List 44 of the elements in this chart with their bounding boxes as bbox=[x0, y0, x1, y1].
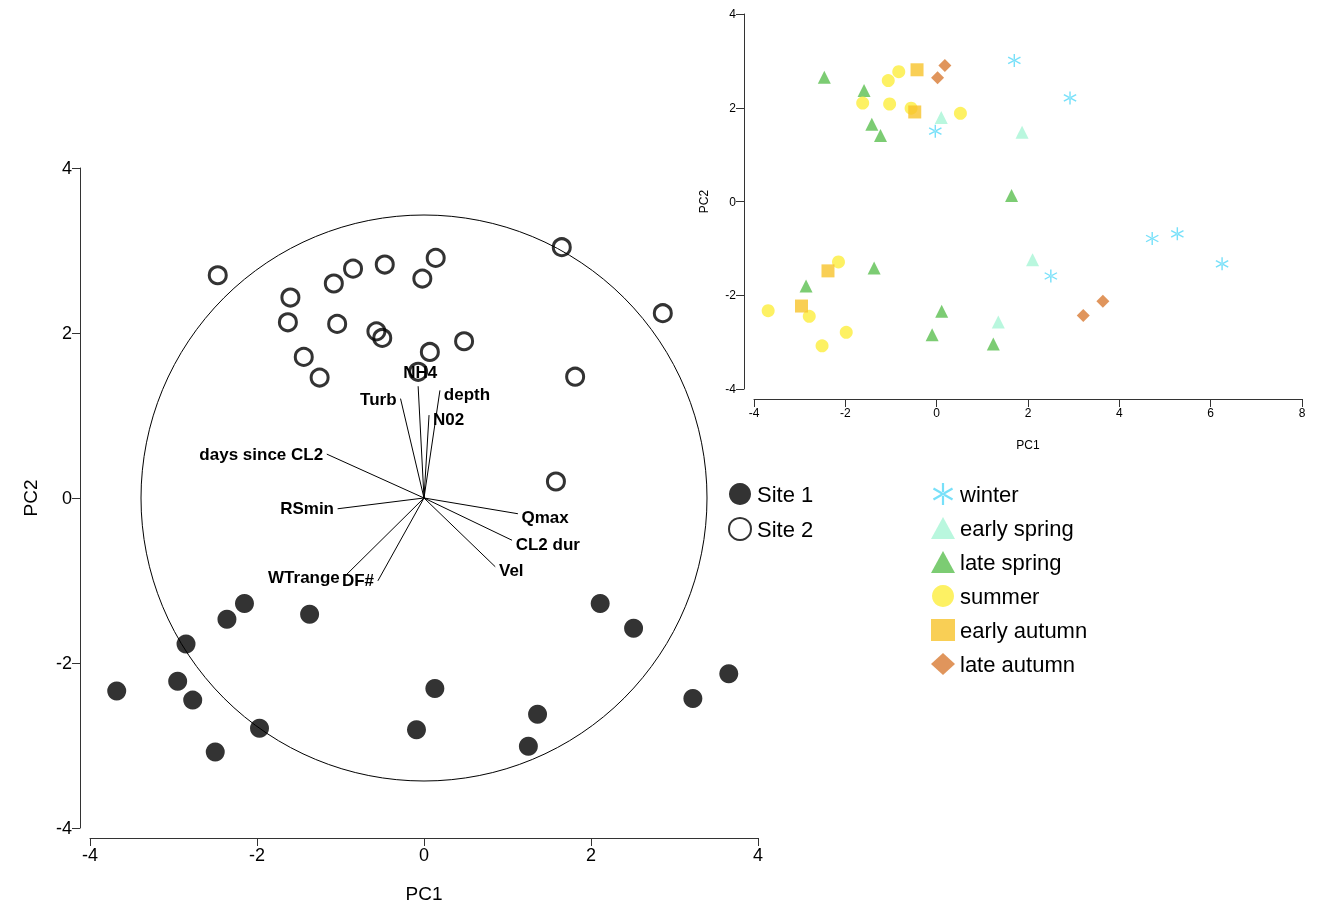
x-tick-label: 4 bbox=[752, 845, 764, 865]
series-label: WTrange bbox=[268, 567, 340, 587]
x-tick-label: -2 bbox=[840, 406, 851, 420]
x-axis-title: PC1 bbox=[405, 883, 443, 904]
series-label: DF# bbox=[341, 571, 375, 590]
y-tick-label: -2 bbox=[725, 288, 737, 303]
x-tick-label: 0 bbox=[933, 406, 941, 420]
legend-label: early autumn bbox=[960, 617, 1088, 643]
y-tick-label: 0 bbox=[729, 194, 737, 209]
y-tick-label: 4 bbox=[729, 7, 737, 21]
legend-label: early spring bbox=[960, 515, 1074, 541]
legend-label: late autumn bbox=[960, 651, 1075, 677]
y-tick-label: -2 bbox=[55, 653, 72, 673]
series-label: CL2 dur bbox=[515, 534, 581, 554]
legend-label: Site 1 bbox=[757, 481, 814, 507]
x-tick-label: 2 bbox=[585, 845, 597, 865]
y-tick-label: 2 bbox=[61, 323, 72, 343]
series-label: N02 bbox=[433, 410, 465, 429]
y-tick-label: -4 bbox=[55, 818, 72, 838]
x-tick-label: -2 bbox=[248, 845, 266, 865]
x-tick-label: 4 bbox=[1115, 406, 1123, 420]
legend-label: late spring bbox=[960, 549, 1062, 575]
legend-label: Site 2 bbox=[757, 516, 814, 542]
series-label: RSmin bbox=[280, 499, 334, 519]
y-tick-label: -4 bbox=[725, 382, 737, 396]
x-axis-title: PC1 bbox=[1016, 438, 1040, 452]
legend-label: winter bbox=[959, 481, 1019, 507]
series-label: days since CL2 bbox=[199, 444, 324, 464]
x-tick-label: 8 bbox=[1298, 406, 1306, 420]
x-tick-label: 0 bbox=[418, 845, 430, 865]
legend-label: summer bbox=[960, 583, 1040, 609]
x-tick-label: -4 bbox=[748, 406, 760, 420]
series-label: Vel bbox=[498, 560, 524, 580]
series-label: depth bbox=[443, 385, 491, 405]
x-tick-label: 6 bbox=[1207, 406, 1215, 420]
x-tick-label: -4 bbox=[81, 845, 99, 865]
y-tick-label: 4 bbox=[61, 158, 72, 178]
y-axis-title: PC2 bbox=[697, 189, 711, 214]
series-label: Turb bbox=[360, 389, 397, 409]
series-label: Qmax bbox=[521, 508, 570, 528]
y-tick-label: 2 bbox=[729, 100, 737, 115]
x-tick-label: 2 bbox=[1024, 406, 1032, 420]
y-tick-label: 0 bbox=[61, 488, 72, 508]
y-axis-title: PC2 bbox=[20, 479, 41, 517]
